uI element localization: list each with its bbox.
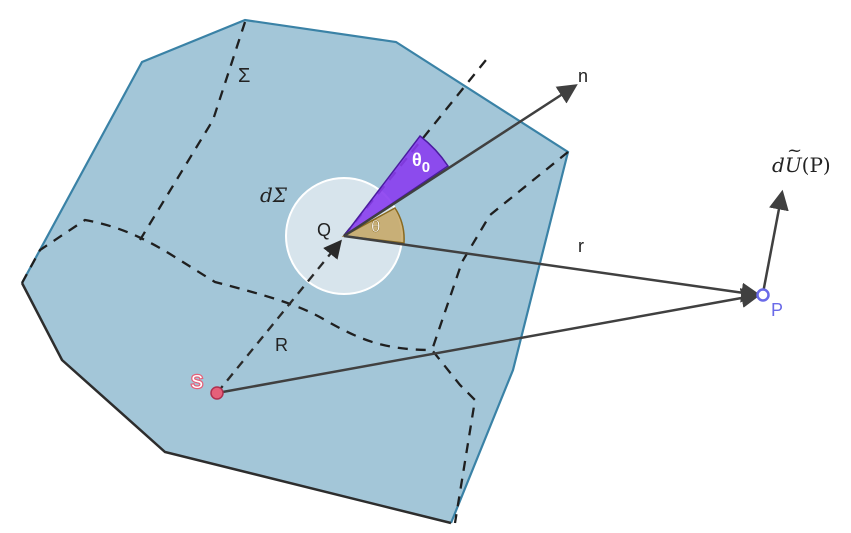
theta0-wedge [343,134,450,237]
label-du-arg: (P) [802,153,831,177]
label-r-big: R [275,335,288,355]
label-theta0-sub: 0 [422,159,430,176]
label-du-tilde: ~ [787,140,802,161]
label-du-u: U [785,153,803,177]
dash-line-3 [430,151,569,351]
theta-wedge [341,207,405,244]
label-s: S [191,372,203,392]
vector-S-to-P [216,288,762,395]
label-q: Q [317,220,331,240]
point-p [756,288,770,302]
point-s [210,386,224,400]
surface-sigma [22,20,568,523]
label-dU-P: dU(P) ~ [772,140,831,177]
normal-vector-n [343,84,578,238]
surface-edge-bottom [20,282,452,525]
surface-edge-top [21,18,570,524]
label-theta0: θ0 [412,150,430,176]
svg-text:dU(P): dU(P) [772,153,831,177]
label-d-sigma: dΣ [260,183,288,207]
surface-grid-dashes [20,21,569,524]
label-r-small: r [578,236,584,256]
vector-R [216,239,342,394]
label-theta0-main: θ [412,150,422,170]
label-du-d: d [772,153,785,177]
label-p: P [771,300,783,320]
label-n: n [578,66,588,86]
label-sigma: Σ [238,65,250,87]
vector-r [343,234,762,303]
vector-dU [761,189,789,294]
dash-line-2 [20,218,477,524]
label-theta: θ [371,217,380,236]
